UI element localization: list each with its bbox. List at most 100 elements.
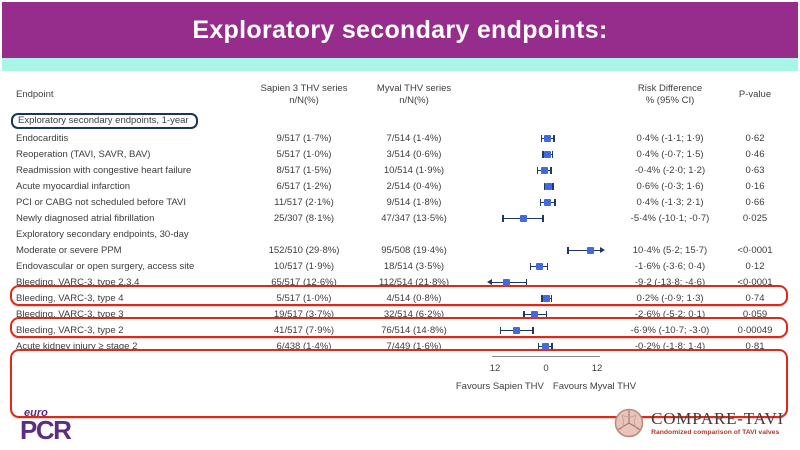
section-row-1-year: Exploratory secondary endpoints, 1-year [10, 112, 790, 130]
p-value: <0·0001 [737, 244, 773, 256]
compare-tavi-subtitle: Randomized comparison of TAVI valves [651, 429, 780, 436]
col-header-sapien-line1: Sapien 3 THV series [260, 82, 348, 94]
favours-myval-label: Favours Myval THV [552, 381, 637, 392]
ci-cap-right [545, 310, 548, 318]
ci-cap-left [536, 166, 539, 174]
table-row: Bleeding, VARC-3, type 2,3,4 65/517 (12·… [10, 274, 790, 290]
endpoint-label: Bleeding, VARC-3, type 4 [16, 292, 124, 304]
point-marker [541, 342, 549, 350]
europcr-logo: euro PCR [20, 406, 72, 443]
section-label-30-day: Exploratory secondary endpoints, 30-day [16, 228, 189, 240]
myval-value: 18/514 (3·5%) [383, 260, 445, 272]
point-marker [503, 278, 511, 286]
forest-plot-cell [470, 194, 620, 210]
p-value: 0·025 [742, 212, 768, 224]
axis-tick-left: 12 [489, 363, 501, 374]
table-row: Moderate or severe PPM 152/510 (29·8%) 9… [10, 242, 790, 258]
ci-cap-left [541, 294, 543, 302]
risk-difference-value: 0·4% (-0·7; 1·5) [636, 148, 704, 160]
favours-sapien-label: Favours Sapien THV [455, 381, 544, 392]
axis-line [492, 356, 600, 357]
risk-difference-value: 0·2% (-0·9; 1·3) [636, 292, 704, 304]
section-label-1-year: Exploratory secondary endpoints, 1-year [11, 113, 198, 129]
table-row: Reoperation (TAVI, SAVR, BAV) 5/517 (1·0… [10, 146, 790, 162]
sapien-value: 11/517 (2·1%) [274, 196, 334, 208]
forest-table: Endpoint Sapien 3 THV series n/N(%) Myva… [10, 78, 790, 418]
accent-strip [2, 58, 798, 71]
myval-value: 95/508 (19·4%) [381, 244, 447, 256]
p-value: 0·62 [745, 132, 765, 144]
favours-labels: Favours Sapien THV Favours Myval THV [396, 381, 696, 392]
sapien-value: 9/517 (1·7%) [276, 132, 332, 144]
table-row: Readmission with congestive heart failur… [10, 162, 790, 178]
p-value: 0·46 [745, 148, 765, 160]
ci-cap-right [550, 294, 553, 302]
ci-cap-right [550, 166, 552, 174]
point-marker [544, 150, 552, 158]
table-row: Acute myocardial infarction 6/517 (1·2%)… [10, 178, 790, 194]
endpoint-label: PCI or CABG not scheduled before TAVI [16, 196, 187, 208]
p-value: 0·059 [742, 308, 768, 320]
endpoint-label: Readmission with congestive heart failur… [16, 164, 192, 176]
title-bar: Exploratory secondary endpoints: [2, 2, 798, 58]
risk-difference-value: -2·6% (-5·2; 0·1) [634, 308, 706, 320]
ci-cap-left [537, 342, 540, 350]
point-marker [545, 182, 553, 190]
p-value: 0·16 [745, 180, 765, 192]
col-header-sapien: Sapien 3 THV series n/N(%) [250, 83, 358, 108]
sapien-value: 5/517 (1·0%) [276, 292, 332, 304]
col-header-risk: Risk Difference % (95% CI) [620, 83, 720, 108]
endpoint-label: Moderate or severe PPM [16, 244, 122, 256]
endpoint-label: Newly diagnosed atrial fibrillation [16, 212, 155, 224]
endpoint-label: Acute myocardial infarction [16, 180, 131, 192]
sapien-value: 6/517 (1·2%) [276, 180, 332, 192]
axis-tick-right: 12 [591, 363, 603, 374]
forest-plot-cell [470, 306, 620, 322]
point-marker [544, 198, 552, 206]
risk-difference-value: -0·2% (-1·8; 1·4) [634, 340, 706, 352]
risk-difference-value: 0·4% (-1·1; 1·9) [636, 132, 704, 144]
ci-cap-right [532, 326, 534, 334]
risk-difference-value: -9·2 (-13·8; -4·6) [634, 276, 706, 288]
europcr-euro-text: euro [24, 406, 48, 419]
p-value: <0·0001 [737, 276, 773, 288]
ci-cap-right [553, 134, 555, 142]
point-marker [544, 134, 552, 142]
col-header-pvalue: P-value [738, 88, 772, 100]
col-header-endpoint: Endpoint [16, 88, 54, 100]
myval-value: 76/514 (14·8%) [381, 324, 447, 336]
sapien-value: 19/517 (3·7%) [273, 308, 335, 320]
ci-cap-right [554, 198, 556, 206]
ci-cap-left [499, 326, 502, 334]
table-row: Bleeding, VARC-3, type 4 5/517 (1·0%) 4/… [10, 290, 790, 306]
ci-cap-left [529, 262, 532, 270]
endpoint-label: Endovascular or open surgery, access sit… [16, 260, 195, 272]
endpoint-label: Endocarditis [16, 132, 69, 144]
myval-value: 3/514 (0·6%) [386, 148, 442, 160]
myval-value: 47/347 (13·5%) [381, 212, 447, 224]
sapien-value: 8/517 (1·5%) [276, 164, 332, 176]
p-value: 0·12 [745, 260, 765, 272]
ci-cap-right [542, 214, 544, 222]
risk-difference-value: -5·4% (-10·1; -0·7) [630, 212, 710, 224]
forest-plot-cell [470, 146, 620, 162]
point-marker [513, 326, 521, 334]
forest-plot-cell [470, 290, 620, 306]
table-header-row: Endpoint Sapien 3 THV series n/N(%) Myva… [10, 78, 790, 112]
forest-plot-cell [470, 130, 620, 146]
compare-tavi-title: COMPARE-TAVI [651, 409, 784, 428]
sapien-value: 5/517 (1·0%) [276, 148, 332, 160]
point-marker [519, 214, 527, 222]
p-value: 0·00049 [737, 324, 773, 336]
col-header-myval-line2: n/N(%) [399, 95, 429, 106]
ci-cap-left [502, 214, 504, 222]
ci-cap-left [523, 310, 525, 318]
forest-plot-cell [470, 162, 620, 178]
col-header-risk-line2: % (95% CI) [645, 95, 695, 106]
ci-cap-left [539, 198, 542, 206]
ci-clip-arrow-left [487, 279, 492, 285]
table-row: Endovascular or open surgery, access sit… [10, 258, 790, 274]
col-header-myval-line1: Myval THV series [376, 82, 452, 94]
p-value: 0·66 [745, 196, 765, 208]
